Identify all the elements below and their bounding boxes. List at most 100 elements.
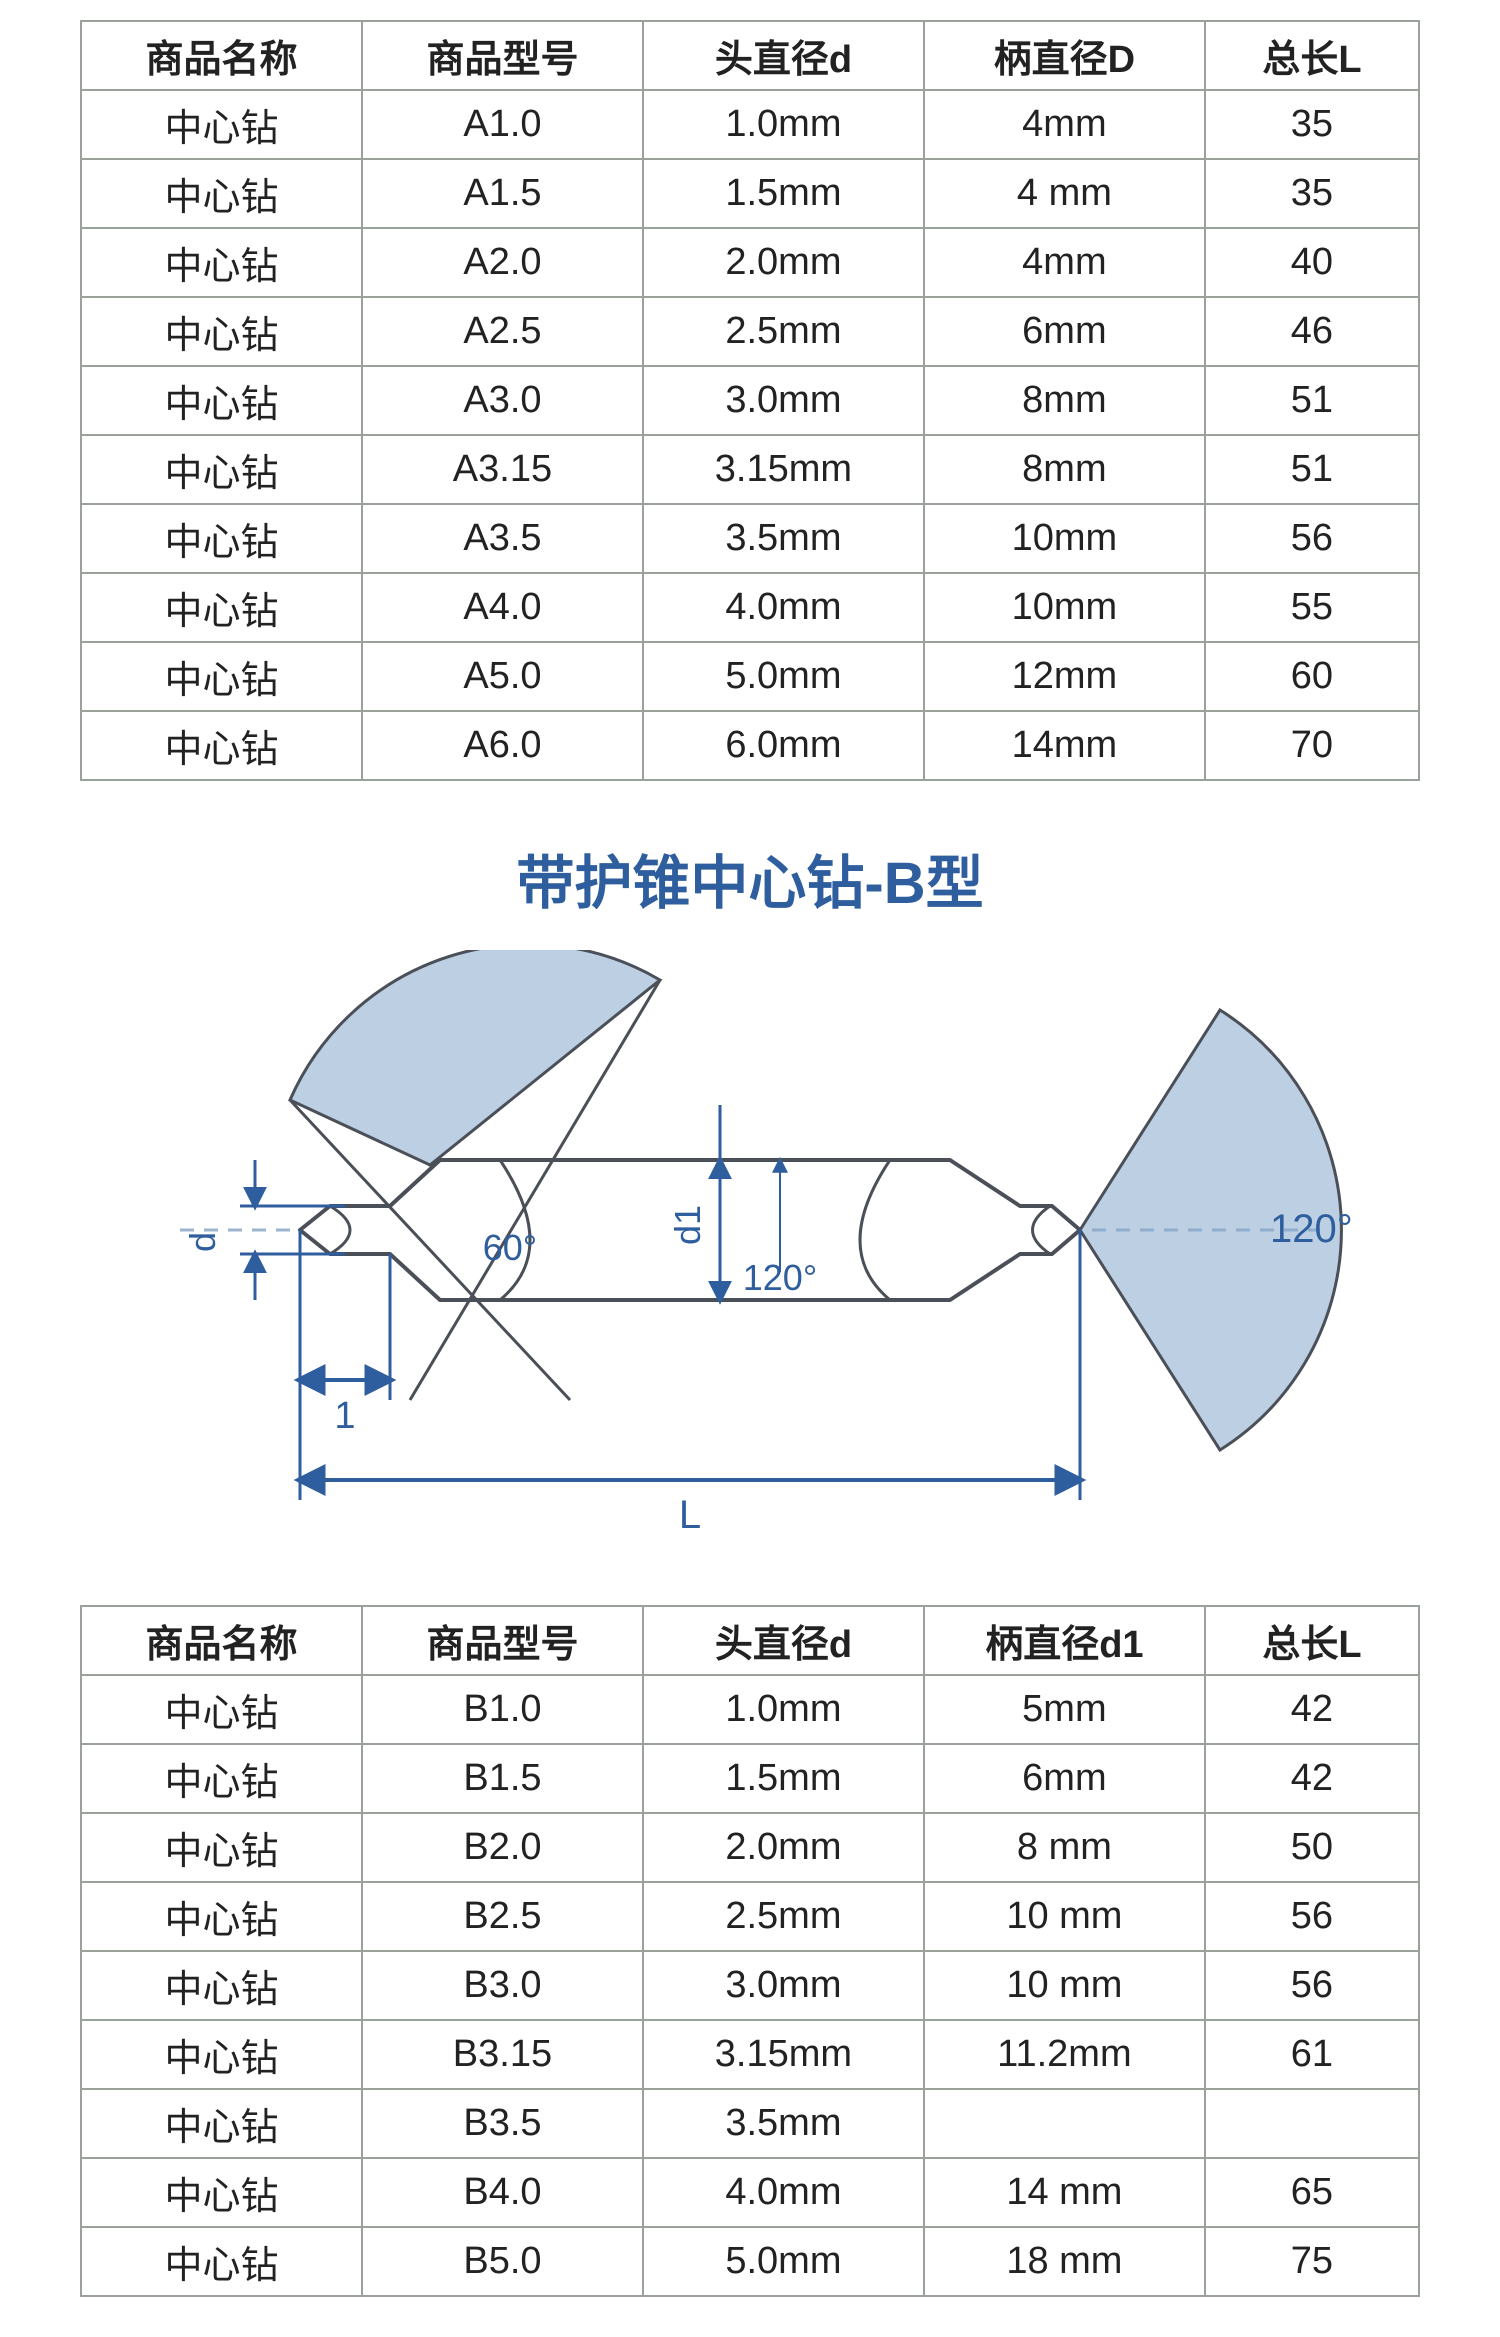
th-d: 头直径d [643,1606,924,1675]
th-d1: 柄直径d1 [924,1606,1205,1675]
table-cell: 56 [1205,504,1419,573]
table-cell: 56 [1205,1951,1419,2020]
table-cell: 70 [1205,711,1419,780]
table-row: 中心钻A5.05.0mm12mm60 [81,642,1419,711]
table-cell: 中心钻 [81,1675,362,1744]
table-cell: 51 [1205,366,1419,435]
th-L: 总长L [1205,21,1419,90]
table-cell: B4.0 [362,2158,643,2227]
table-cell: 8mm [924,435,1205,504]
table-cell: 8 mm [924,1813,1205,1882]
table-cell: 3.0mm [643,366,924,435]
svg-text:1: 1 [334,1395,355,1437]
table-cell: B5.0 [362,2227,643,2296]
table-cell: 46 [1205,297,1419,366]
table-cell: 2.0mm [643,228,924,297]
table-cell: 中心钻 [81,2089,362,2158]
table-cell: 3.0mm [643,1951,924,2020]
th-model: 商品型号 [362,21,643,90]
table-cell: 14mm [924,711,1205,780]
table-row: 中心钻A3.03.0mm8mm51 [81,366,1419,435]
table-row: 中心钻A1.01.0mm4mm35 [81,90,1419,159]
table-row: 中心钻B3.03.0mm10 mm56 [81,1951,1419,2020]
table-cell: B3.5 [362,2089,643,2158]
table-row: 中心钻B4.04.0mm14 mm65 [81,2158,1419,2227]
table-cell: 1.5mm [643,1744,924,1813]
table-cell: A2.0 [362,228,643,297]
table-cell: 40 [1205,228,1419,297]
table-cell: 50 [1205,1813,1419,1882]
table-cell: 6mm [924,1744,1205,1813]
table-cell: 56 [1205,1882,1419,1951]
table-cell: 10mm [924,504,1205,573]
table-cell: 6mm [924,297,1205,366]
table-row: 中心钻B5.05.0mm18 mm75 [81,2227,1419,2296]
table-cell: B3.15 [362,2020,643,2089]
svg-text:d: d [182,1232,223,1252]
table-cell: A3.5 [362,504,643,573]
th-d: 头直径d [643,21,924,90]
table-cell: 中心钻 [81,1813,362,1882]
table-cell: 3.15mm [643,2020,924,2089]
table-header-row: 商品名称 商品型号 头直径d 柄直径d1 总长L [81,1606,1419,1675]
table-row: 中心钻A6.06.0mm14mm70 [81,711,1419,780]
table-cell: A4.0 [362,573,643,642]
table-cell: 51 [1205,435,1419,504]
table-cell: 14 mm [924,2158,1205,2227]
table-cell: 6.0mm [643,711,924,780]
table-cell: 3.5mm [643,504,924,573]
table-cell: 18 mm [924,2227,1205,2296]
table-cell: 4 mm [924,159,1205,228]
table-row: 中心钻B2.02.0mm8 mm50 [81,1813,1419,1882]
table-cell: A1.5 [362,159,643,228]
table-cell: 8mm [924,366,1205,435]
table-cell: 中心钻 [81,573,362,642]
table-cell: 12mm [924,642,1205,711]
table-cell: 35 [1205,159,1419,228]
diagram-b: dd11L60°120°120° [80,950,1420,1550]
table-cell: 61 [1205,2020,1419,2089]
table-cell: A2.5 [362,297,643,366]
table-cell: A6.0 [362,711,643,780]
table-cell: B3.0 [362,1951,643,2020]
table-cell: 中心钻 [81,642,362,711]
table-cell: 中心钻 [81,435,362,504]
section-b-title: 带护锥中心钻-B型 [80,836,1420,920]
table-cell: A3.15 [362,435,643,504]
table-cell: 5mm [924,1675,1205,1744]
table-row: 中心钻B3.53.5mm [81,2089,1419,2158]
table-cell: 35 [1205,90,1419,159]
table-cell: 4.0mm [643,573,924,642]
table-cell: 1.5mm [643,159,924,228]
table-row: 中心钻A3.153.15mm8mm51 [81,435,1419,504]
table-cell: A3.0 [362,366,643,435]
table-row: 中心钻B1.01.0mm5mm42 [81,1675,1419,1744]
table-cell: 10 mm [924,1951,1205,2020]
table-cell: 中心钻 [81,297,362,366]
table-cell: 3.15mm [643,435,924,504]
table-cell: A5.0 [362,642,643,711]
th-name: 商品名称 [81,1606,362,1675]
spec-table-b: 商品名称 商品型号 头直径d 柄直径d1 总长L 中心钻B1.01.0mm5mm… [80,1605,1420,2297]
table-cell: 中心钻 [81,711,362,780]
table-cell: 42 [1205,1675,1419,1744]
table-cell: 60 [1205,642,1419,711]
table-cell: 75 [1205,2227,1419,2296]
table-cell: 中心钻 [81,2020,362,2089]
table-cell: 2.0mm [643,1813,924,1882]
svg-text:L: L [679,1493,701,1537]
table-cell: 中心钻 [81,159,362,228]
table-cell: 4mm [924,228,1205,297]
table-cell: 42 [1205,1744,1419,1813]
table-cell: 中心钻 [81,1951,362,2020]
table-cell: 55 [1205,573,1419,642]
svg-text:120°: 120° [1270,1207,1353,1251]
table-cell: 1.0mm [643,1675,924,1744]
table-row: 中心钻B2.52.5mm10 mm56 [81,1882,1419,1951]
table-cell: 2.5mm [643,1882,924,1951]
table-cell: 中心钻 [81,90,362,159]
table-cell: 10 mm [924,1882,1205,1951]
table-row: 中心钻A3.53.5mm10mm56 [81,504,1419,573]
table-cell: 3.5mm [643,2089,924,2158]
table-row: 中心钻A4.04.0mm10mm55 [81,573,1419,642]
